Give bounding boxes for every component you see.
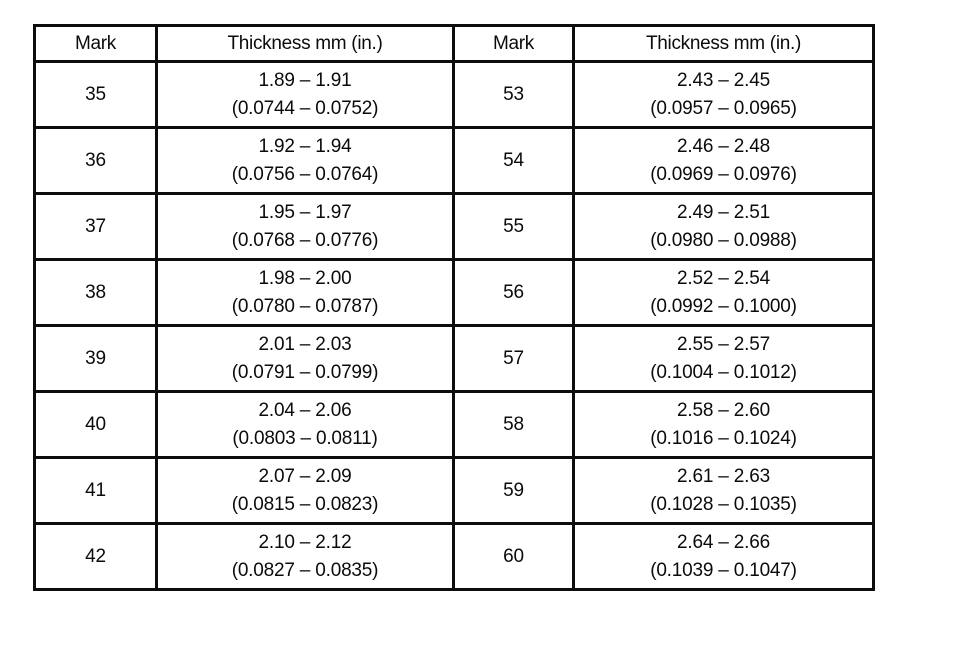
- header-thickness-left: Thickness mm (in.): [155, 24, 455, 63]
- thickness-mm-value: 2.01 – 2.03: [258, 333, 352, 355]
- mark-cell: 42: [33, 522, 158, 591]
- header-mark-right: Mark: [452, 24, 575, 63]
- mark-cell: 40: [33, 390, 158, 459]
- thickness-cell: 1.98 – 2.00 (0.0780 – 0.0787): [155, 258, 455, 327]
- thickness-in-value: (0.0815 – 0.0823): [231, 493, 379, 515]
- table-row: 40 2.04 – 2.06 (0.0803 – 0.0811) 58 2.58 – 2…: [33, 390, 875, 459]
- mark-cell: 57: [452, 324, 575, 393]
- thickness-cell: 2.01 – 2.03 (0.0791 – 0.0799): [155, 324, 455, 393]
- table-row: 39 2.01 – 2.03 (0.0791 – 0.0799) 57 2.55 – 2…: [33, 324, 875, 393]
- thickness-mm-value: 2.49 – 2.51: [677, 201, 770, 223]
- mark-cell: 60: [452, 522, 575, 591]
- table-body: 35 1.89 – 1.91 (0.0744 – 0.0752) 53 2.43 – 2…: [33, 60, 875, 591]
- thickness-mm-value: 1.89 – 1.91: [258, 69, 352, 91]
- table-header-row: Mark Thickness mm (in.) Mark Thickness m…: [33, 24, 875, 63]
- thickness-in-value: (0.0791 – 0.0799): [231, 361, 379, 383]
- table-row: 42 2.10 – 2.12 (0.0827 – 0.0835) 60 2.64 – 2…: [33, 522, 875, 591]
- thickness-cell: 2.61 – 2.63 (0.1028 – 0.1035): [572, 456, 875, 525]
- thickness-in-value: (0.0992 – 0.1000): [650, 295, 797, 317]
- table-row: 41 2.07 – 2.09 (0.0815 – 0.0823) 59 2.61 – 2…: [33, 456, 875, 525]
- thickness-in-value: (0.0957 – 0.0965): [650, 97, 797, 119]
- thickness-cell: 2.49 – 2.51 (0.0980 – 0.0988): [572, 192, 875, 261]
- thickness-in-value: (0.1004 – 0.1012): [650, 361, 797, 383]
- thickness-in-value: (0.1016 – 0.1024): [650, 427, 797, 449]
- thickness-cell: 1.95 – 1.97 (0.0768 – 0.0776): [155, 192, 455, 261]
- thickness-cell: 2.64 – 2.66 (0.1039 – 0.1047): [572, 522, 875, 591]
- thickness-in-value: (0.0756 – 0.0764): [231, 163, 379, 185]
- thickness-in-value: (0.0827 – 0.0835): [231, 559, 379, 581]
- table-row: 35 1.89 – 1.91 (0.0744 – 0.0752) 53 2.43 – 2…: [33, 60, 875, 129]
- thickness-mm-value: 2.07 – 2.09: [258, 465, 352, 487]
- thickness-cell: 2.10 – 2.12 (0.0827 – 0.0835): [155, 522, 455, 591]
- header-thickness-right: Thickness mm (in.): [572, 24, 875, 63]
- shim-thickness-table: Mark Thickness mm (in.) Mark Thickness m…: [33, 24, 875, 591]
- thickness-in-value: (0.0803 – 0.0811): [232, 427, 378, 449]
- mark-cell: 41: [33, 456, 158, 525]
- thickness-mm-value: 2.52 – 2.54: [677, 267, 770, 289]
- thickness-in-value: (0.0768 – 0.0776): [231, 229, 379, 251]
- thickness-mm-value: 2.43 – 2.45: [677, 69, 770, 91]
- thickness-in-value: (0.0744 – 0.0752): [231, 97, 379, 119]
- thickness-cell: 2.43 – 2.45 (0.0957 – 0.0965): [572, 60, 875, 129]
- thickness-mm-value: 2.58 – 2.60: [677, 399, 770, 421]
- thickness-mm-value: 2.10 – 2.12: [258, 531, 352, 553]
- thickness-in-value: (0.0780 – 0.0787): [231, 295, 379, 317]
- mark-cell: 59: [452, 456, 575, 525]
- thickness-cell: 1.92 – 1.94 (0.0756 – 0.0764): [155, 126, 455, 195]
- thickness-cell: 2.58 – 2.60 (0.1016 – 0.1024): [572, 390, 875, 459]
- mark-cell: 54: [452, 126, 575, 195]
- thickness-cell: 2.52 – 2.54 (0.0992 – 0.1000): [572, 258, 875, 327]
- thickness-mm-value: 2.55 – 2.57: [677, 333, 770, 355]
- mark-cell: 56: [452, 258, 575, 327]
- thickness-cell: 2.55 – 2.57 (0.1004 – 0.1012): [572, 324, 875, 393]
- thickness-cell: 2.07 – 2.09 (0.0815 – 0.0823): [155, 456, 455, 525]
- mark-cell: 37: [33, 192, 158, 261]
- table-row: 38 1.98 – 2.00 (0.0780 – 0.0787) 56 2.52 – 2…: [33, 258, 875, 327]
- thickness-cell: 2.46 – 2.48 (0.0969 – 0.0976): [572, 126, 875, 195]
- mark-cell: 35: [33, 60, 158, 129]
- thickness-mm-value: 2.46 – 2.48: [677, 135, 770, 157]
- mark-cell: 38: [33, 258, 158, 327]
- thickness-in-value: (0.0980 – 0.0988): [650, 229, 797, 251]
- mark-cell: 39: [33, 324, 158, 393]
- mark-cell: 55: [452, 192, 575, 261]
- thickness-mm-value: 2.64 – 2.66: [677, 531, 770, 553]
- mark-cell: 36: [33, 126, 158, 195]
- header-mark-left: Mark: [33, 24, 158, 63]
- table-row: 36 1.92 – 1.94 (0.0756 – 0.0764) 54 2.46 – 2…: [33, 126, 875, 195]
- thickness-cell: 2.04 – 2.06 (0.0803 – 0.0811): [155, 390, 455, 459]
- mark-cell: 58: [452, 390, 575, 459]
- thickness-cell: 1.89 – 1.91 (0.0744 – 0.0752): [155, 60, 455, 129]
- mark-cell: 53: [452, 60, 575, 129]
- thickness-in-value: (0.1039 – 0.1047): [650, 559, 797, 581]
- thickness-mm-value: 2.04 – 2.06: [258, 399, 352, 421]
- thickness-in-value: (0.0969 – 0.0976): [650, 163, 797, 185]
- thickness-in-value: (0.1028 – 0.1035): [650, 493, 797, 515]
- thickness-mm-value: 1.98 – 2.00: [258, 267, 352, 289]
- thickness-mm-value: 1.95 – 1.97: [258, 201, 352, 223]
- thickness-mm-value: 2.61 – 2.63: [677, 465, 770, 487]
- thickness-mm-value: 1.92 – 1.94: [258, 135, 352, 157]
- table-row: 37 1.95 – 1.97 (0.0768 – 0.0776) 55 2.49 – 2…: [33, 192, 875, 261]
